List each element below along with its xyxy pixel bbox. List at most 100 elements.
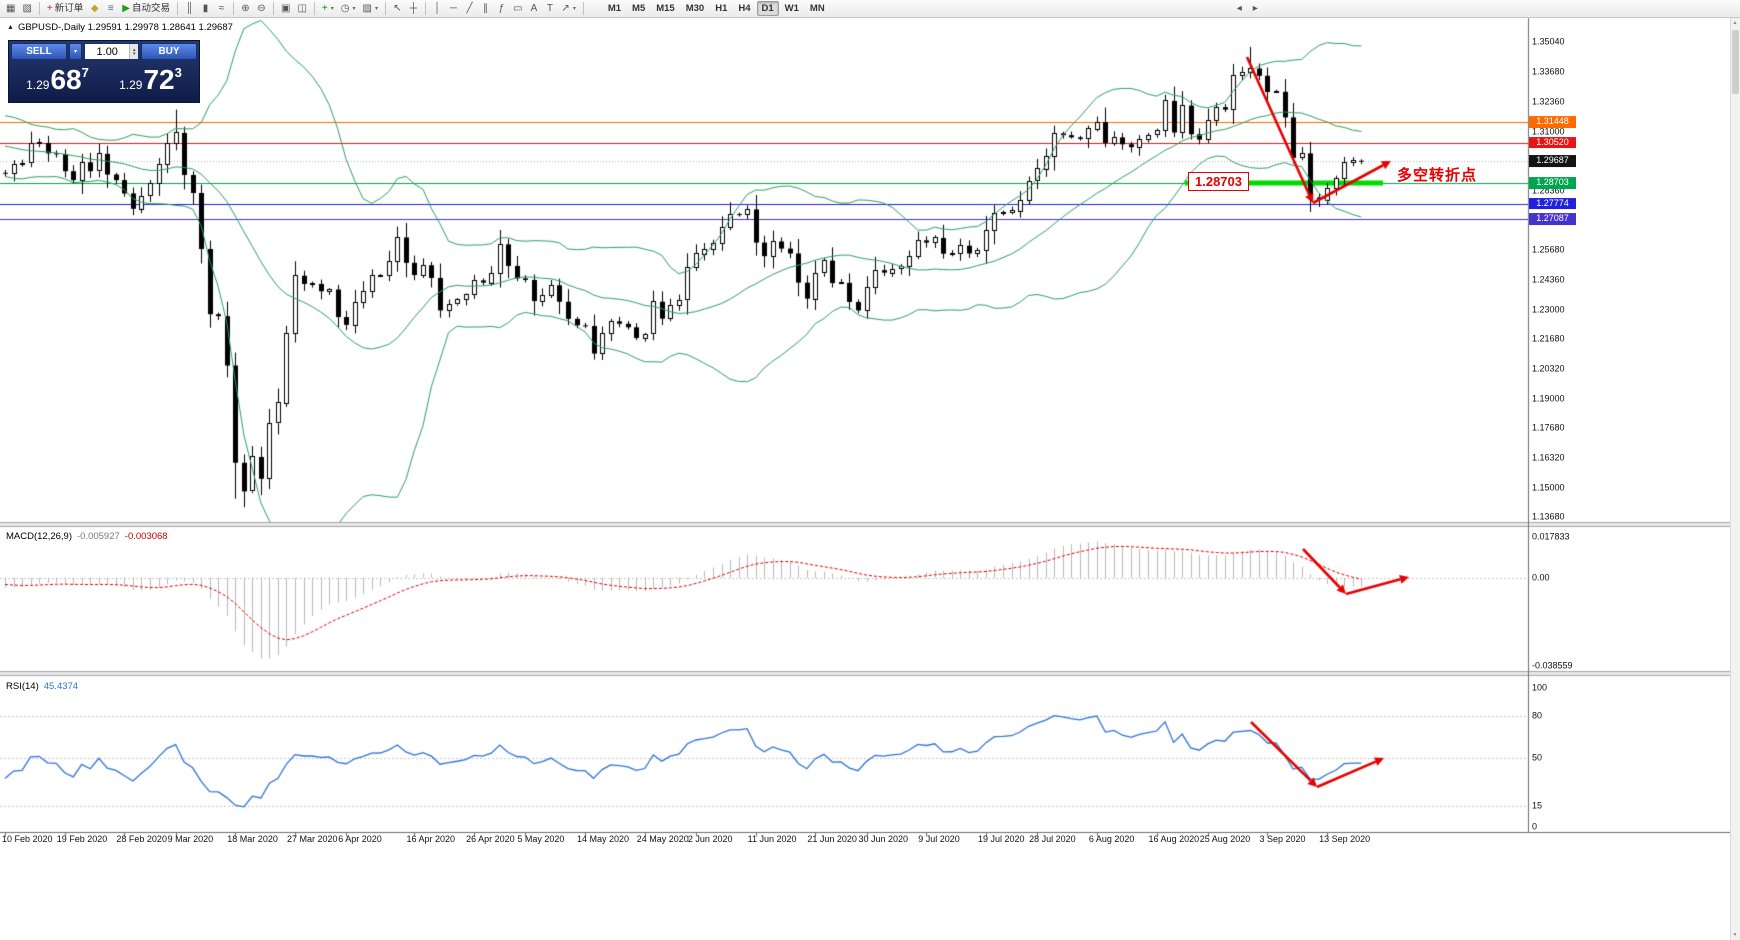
buy-price[interactable]: 1.29 72 3 <box>104 63 197 97</box>
chevron-down-icon: ▾ <box>572 5 576 12</box>
timeframe-mn[interactable]: MN <box>805 1 830 16</box>
price-axis-label: 1.24360 <box>1532 274 1565 284</box>
timeframe-m30[interactable]: M30 <box>681 1 709 16</box>
candlestick-chart-button[interactable]: ▮ <box>198 1 213 16</box>
new-chart-button[interactable]: ▦ <box>3 1 18 16</box>
scrollbar-thumb[interactable] <box>1732 30 1739 94</box>
sell-options-dropdown[interactable]: ▾ <box>69 43 82 60</box>
fibonacci-button[interactable]: ƒ <box>494 1 509 16</box>
timeframe-h1[interactable]: H1 <box>710 1 732 16</box>
template-button[interactable]: ▨ ▾ <box>360 1 381 16</box>
scroll-down-icon[interactable]: ▼ <box>1732 932 1738 938</box>
scroll-back-icon: ◂ <box>1236 2 1242 14</box>
new-order-button-label: 新订单 <box>54 2 84 14</box>
horizontal-line-button[interactable]: ─ <box>446 1 461 16</box>
timeframe-m5[interactable]: M5 <box>627 1 650 16</box>
date-label: 10 Feb 2020 <box>2 834 53 844</box>
cascade-windows-button[interactable]: ◫ <box>294 1 309 16</box>
toolbar-separator <box>176 2 178 15</box>
hline-price-label[interactable]: 1.27774 <box>1529 197 1576 210</box>
algo-trading-button[interactable]: ▶ 自动交易 <box>119 1 173 16</box>
price-axis-label: 1.35040 <box>1532 36 1565 47</box>
period-button[interactable]: ◷ ▾ <box>338 1 359 16</box>
sell-button[interactable]: SELL <box>11 43 67 60</box>
price-axis-label: 1.19000 <box>1532 393 1565 404</box>
cascade-windows-icon: ◫ <box>297 2 307 14</box>
text-icon: A <box>530 2 538 14</box>
scroll-back-button[interactable]: ◂ <box>1232 1 1247 16</box>
price-axis-label: 1.28360 <box>1532 185 1565 196</box>
scroll-forward-button[interactable]: ▸ <box>1248 1 1263 16</box>
channel-icon: ∥ <box>482 2 488 14</box>
buy-price-point: 3 <box>174 65 182 80</box>
timeframe-m15[interactable]: M15 <box>651 1 679 16</box>
timeframe-h4[interactable]: H4 <box>733 1 755 16</box>
buy-button[interactable]: BUY <box>141 43 197 60</box>
date-label: 21 Jun 2020 <box>807 834 857 844</box>
date-label: 27 Mar 2020 <box>287 834 338 844</box>
text-label-button[interactable]: T <box>542 1 557 16</box>
cursor-button[interactable]: ↖ <box>390 1 405 16</box>
toolbar: ▦ ▧ + 新订单 ◆ ≡ ▶ 自动交易 ║ ▮ ≈ ⊕ ⊖ ▣ ◫ + ▾ ◷ ▾ ▨ ▾ ↖ ┼ │ ─ ╱ ∥ ƒ ▭ A T ↗ ▾ M1… <box>0 0 1740 18</box>
macd-axis-label: 0.017833 <box>1532 531 1570 542</box>
chart-profiles-button[interactable]: ▧ <box>19 1 34 16</box>
rsi-axis-label: 100 <box>1532 682 1548 693</box>
vertical-line-button[interactable]: │ <box>430 1 445 16</box>
turning-point-annotation[interactable]: 多空转折点 <box>1397 167 1478 184</box>
scroll-up-icon[interactable]: ▲ <box>1732 20 1738 26</box>
timeframe-w1[interactable]: W1 <box>780 1 804 16</box>
toolbar-separator <box>38 2 40 15</box>
period-icon: ◷ <box>340 2 350 14</box>
spin-down-icon[interactable]: ▾ <box>132 50 136 57</box>
trade-controls-row: SELL ▾ ▴ ▾ BUY <box>11 43 197 60</box>
chevron-down-icon: ▾ <box>330 5 334 12</box>
indicator-list-button[interactable]: ◆ <box>87 1 102 16</box>
chart-profiles-icon: ▧ <box>22 2 32 14</box>
volume-input[interactable] <box>85 44 130 59</box>
scroll-forward-icon: ▸ <box>1252 2 1258 14</box>
text-button[interactable]: A <box>526 1 541 16</box>
date-label: 6 Apr 2020 <box>338 834 382 844</box>
shapes-button[interactable]: ▭ <box>510 1 525 16</box>
one-click-toggle-icon[interactable]: ▲ <box>7 24 14 31</box>
toolbar-separator <box>582 2 584 15</box>
hline-price-label[interactable]: 1.27087 <box>1529 212 1576 225</box>
hline-price-label[interactable]: 1.28703 <box>1529 176 1576 189</box>
timeframe-d1[interactable]: D1 <box>756 1 779 16</box>
toolbar-separator <box>424 2 426 15</box>
bar-chart-icon: ║ <box>185 2 194 14</box>
channel-button[interactable]: ∥ <box>478 1 493 16</box>
hline-price-label[interactable]: 1.30520 <box>1529 136 1576 149</box>
buy-price-pips: 72 <box>143 64 175 95</box>
zoom-in-button[interactable]: ⊕ <box>238 1 253 16</box>
chevron-down-icon: ▾ <box>352 5 356 12</box>
support-price-annotation[interactable]: 1.28703 <box>1188 172 1249 191</box>
vertical-scrollbar[interactable]: ▲ ▼ <box>1730 18 1740 940</box>
crosshair-button[interactable]: ┼ <box>406 1 421 16</box>
zoom-out-button[interactable]: ⊖ <box>254 1 269 16</box>
spin-up-icon[interactable]: ▴ <box>132 46 136 53</box>
price-axis-label: 1.25680 <box>1532 244 1565 255</box>
tile-windows-button[interactable]: ▣ <box>278 1 293 16</box>
add-indicator-button[interactable]: + ▾ <box>319 1 337 16</box>
sell-price[interactable]: 1.29 68 7 <box>11 63 104 97</box>
trendline-button[interactable]: ╱ <box>462 1 477 16</box>
tile-windows-icon: ▣ <box>280 2 291 14</box>
line-chart-button[interactable]: ≈ <box>214 1 229 16</box>
date-label: 28 Jul 2020 <box>1029 834 1076 844</box>
new-order-button[interactable]: + 新订单 <box>44 1 86 16</box>
macd-axis-label: 0.00 <box>1532 572 1550 583</box>
bar-chart-button[interactable]: ║ <box>182 1 197 16</box>
hline-price-label[interactable]: 1.31448 <box>1529 115 1576 128</box>
algo-trading-button-label: 自动交易 <box>131 2 170 14</box>
depth-of-market-button[interactable]: ≡ <box>103 1 118 16</box>
arrow-objects-button[interactable]: ↗ ▾ <box>558 1 578 16</box>
timeframe-m1[interactable]: M1 <box>603 1 626 16</box>
text-label-icon: T <box>546 2 553 14</box>
date-label: 19 Jul 2020 <box>977 834 1025 844</box>
rsi-value: 45.4374 <box>43 681 79 692</box>
algo-trading-icon: ▶ <box>122 2 130 14</box>
